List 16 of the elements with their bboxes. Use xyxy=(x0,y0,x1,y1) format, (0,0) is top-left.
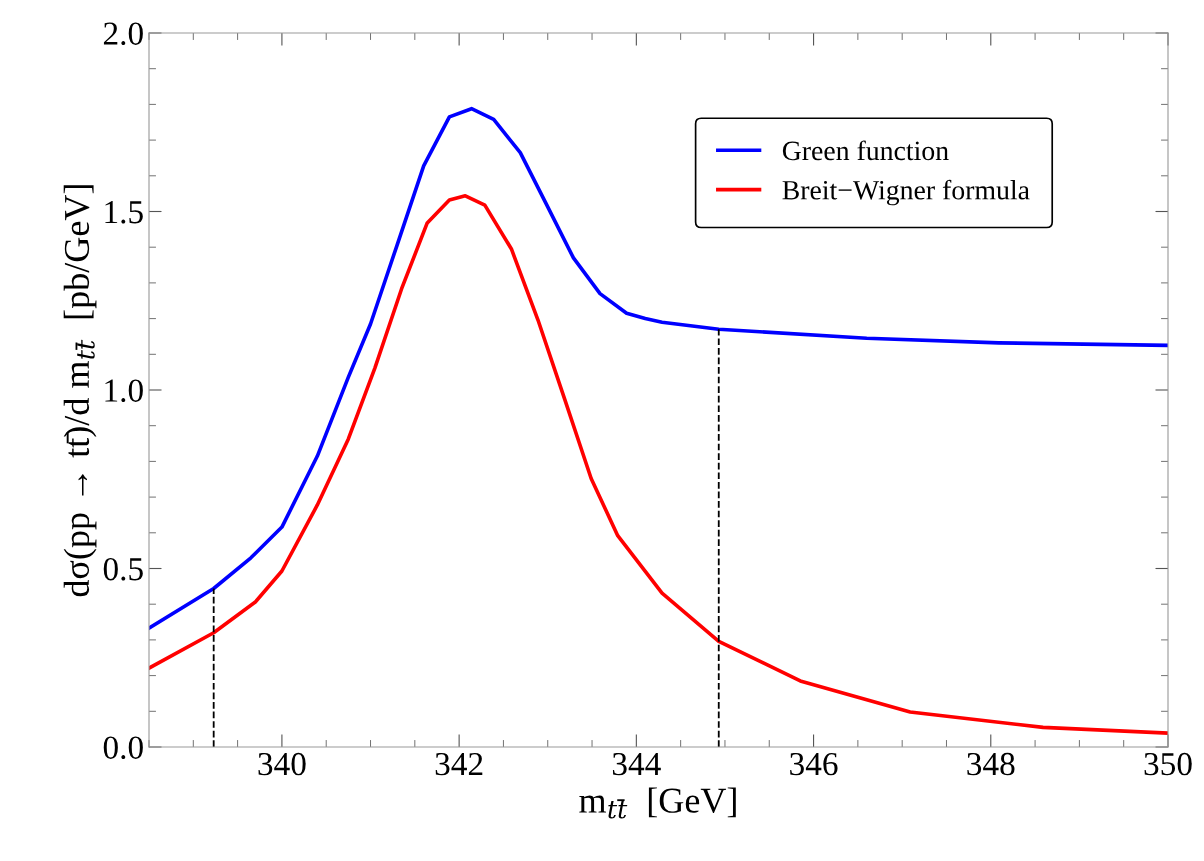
x-tick-label: 350 xyxy=(1144,752,1192,776)
x-tick-label: 348 xyxy=(967,752,1015,776)
y-tick-label: 0.0 xyxy=(103,736,143,760)
y-tick-label: 1.5 xyxy=(105,201,143,224)
y-tick-label: 0.5 xyxy=(103,557,143,581)
legend-label: Breit−Wigner formula xyxy=(782,179,1030,206)
x-tick-label: 342 xyxy=(435,752,483,776)
x-axis-title: m$_{tt̄}$ [GeV] xyxy=(579,787,736,819)
y-axis-title: dσ(pp → tt̄)/d m$_{tt̄}$ [pb/GeV] xyxy=(63,185,97,597)
y-tick-label: 1.0 xyxy=(105,379,143,403)
line-series xyxy=(149,106,1168,630)
legend-label: Green function xyxy=(782,140,949,161)
y-tick-label: 2.0 xyxy=(103,22,143,46)
x-tick-label: 340 xyxy=(258,752,306,776)
x-tick-label: 344 xyxy=(612,752,661,776)
x-tick-label: 346 xyxy=(790,752,838,776)
